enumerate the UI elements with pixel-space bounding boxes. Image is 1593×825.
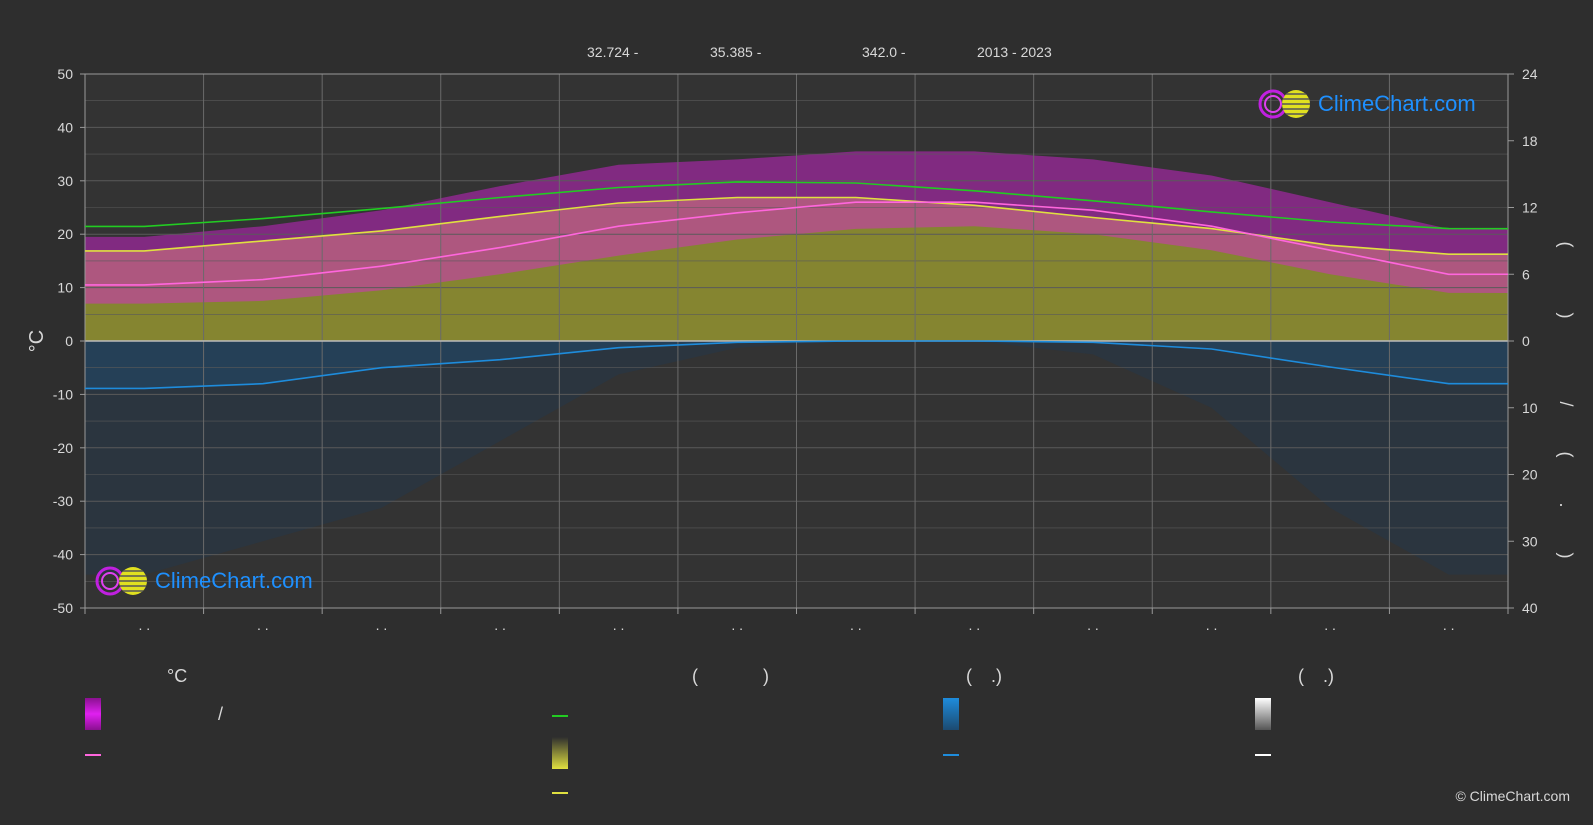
- y-right-hours-tick-label: 6: [1522, 266, 1530, 282]
- legend-snow-title: ( .): [1298, 666, 1334, 686]
- y-left-tick-label: 0: [65, 333, 73, 349]
- y-left-tick-label: 30: [57, 173, 73, 189]
- chart-ticks: 50 40 30 20 10 0 -10 -20 -30 -40 -50 24 18 12 6 0 10 20 30…: [26, 66, 1576, 633]
- legend-temp-mean-swatch: [85, 754, 101, 756]
- climechart-logo-icon: [95, 566, 147, 596]
- y-left-tick-label: 40: [57, 119, 73, 135]
- y-right-hours-tick-label: 12: [1522, 200, 1538, 216]
- x-month-label: . .: [138, 617, 150, 633]
- legend-snow-mean-swatch: [1255, 754, 1271, 756]
- sunshine-line: [84, 196, 1509, 256]
- y-left-tick-label: -10: [53, 386, 73, 402]
- legend-temp-range-swatch: [85, 698, 101, 730]
- y-right-precip-tick-label: 40: [1522, 600, 1538, 616]
- legend-daylight-swatch: [552, 715, 568, 717]
- legend-sunshine-mean-swatch: [552, 792, 568, 794]
- y-right-hours-tick-label: 24: [1522, 66, 1538, 82]
- temp_mean-line: [84, 201, 1509, 286]
- legend-hours-title: ( ): [692, 666, 769, 686]
- climechart-logo-icon: [1258, 89, 1310, 119]
- y-left-tick-label: -50: [53, 600, 73, 616]
- x-month-label: . .: [613, 617, 625, 633]
- y-left-tick-label: 10: [57, 280, 73, 296]
- legend-snow-swatch: [1255, 698, 1271, 730]
- y-right-hours-tick-label: 0: [1522, 333, 1530, 349]
- logo-text: ClimeChart.com: [155, 568, 313, 593]
- y-right-hours-tick-label: 18: [1522, 133, 1538, 149]
- x-month-label: . .: [1443, 617, 1455, 633]
- header-longitude: 35.385 -: [710, 44, 762, 60]
- x-month-label: . .: [969, 617, 981, 633]
- header-elevation: 342.0 -: [862, 44, 906, 60]
- legend-precip-title: ( .): [966, 666, 1002, 686]
- legend-temperature-title: °C: [167, 666, 188, 686]
- legend-sunshine-swatch: [552, 737, 568, 769]
- y-left-tick-label: 50: [57, 66, 73, 82]
- header-years: 2013 - 2023: [977, 44, 1052, 60]
- y-left-tick-label: -40: [53, 547, 73, 563]
- header-latitude: 32.724 -: [587, 44, 639, 60]
- y-right-precip-tick-label: 30: [1522, 533, 1538, 549]
- y-left-tick-label: 20: [57, 226, 73, 242]
- legend-slash: /: [218, 704, 224, 724]
- x-month-label: . .: [494, 617, 506, 633]
- x-month-label: . .: [1087, 617, 1099, 633]
- x-month-label: . .: [1324, 617, 1336, 633]
- legend-precip-swatch: [943, 698, 959, 730]
- y-right-precip-tick-label: 20: [1522, 467, 1538, 483]
- y-left-tick-label: -20: [53, 440, 73, 456]
- x-month-label: . .: [1206, 617, 1218, 633]
- chart-series: [84, 181, 1509, 390]
- precip_mean-line: [84, 340, 1509, 390]
- copyright: © ClimeChart.com: [1455, 788, 1570, 804]
- x-month-label: . .: [376, 617, 388, 633]
- logo-text: ClimeChart.com: [1318, 91, 1476, 116]
- y-left-tick-label: -30: [53, 493, 73, 509]
- logo-top-right[interactable]: ClimeChart.com: [1258, 88, 1476, 120]
- y-right-bottom-unit-label: / ( . ): [1556, 402, 1576, 559]
- y-right-top-unit-label: ( ): [1556, 242, 1576, 319]
- x-month-label: . .: [731, 617, 743, 633]
- x-month-label: . .: [850, 617, 862, 633]
- daylight-line: [84, 181, 1509, 230]
- x-month-label: . .: [257, 617, 269, 633]
- logo-bottom-left[interactable]: ClimeChart.com: [95, 565, 313, 597]
- y-left-unit-label: °C: [26, 330, 48, 352]
- y-right-precip-tick-label: 10: [1522, 400, 1538, 416]
- legend-precip-mean-swatch: [943, 754, 959, 756]
